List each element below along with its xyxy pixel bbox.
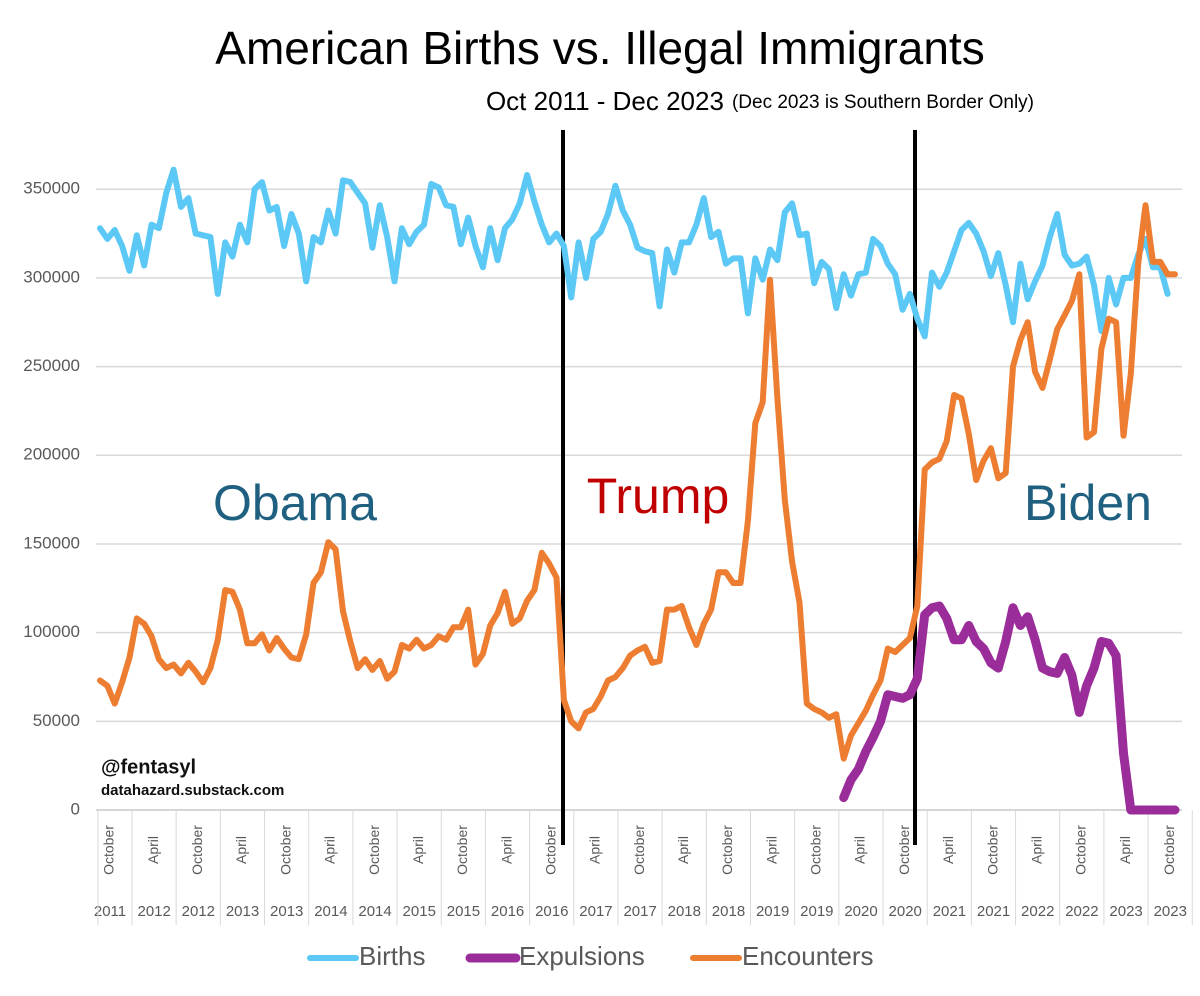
y-tick-label: 200000 <box>23 445 80 464</box>
plot-lines <box>97 166 1180 815</box>
annotation: Trump <box>587 468 730 524</box>
x-tick-label: October <box>454 825 470 875</box>
x-tick-label: October <box>542 825 558 875</box>
x-tick-label: October <box>984 825 1000 875</box>
grid: 0 50000 100000 150000 200000 250000 300000 3500… <box>23 179 1182 818</box>
annotation: Biden <box>1024 475 1152 531</box>
x-tick-label: October <box>189 825 205 875</box>
chart-subtitle: Oct 2011 - Dec 2023 (Dec 2023 is Southern… <box>486 86 1034 116</box>
x-year-label: 2013 <box>226 903 259 920</box>
x-tick-label: April <box>1028 836 1044 864</box>
x-tick-label: October <box>719 825 735 875</box>
x-tick-label: October <box>277 825 293 875</box>
x-year-label: 2015 <box>403 903 436 920</box>
y-tick-label: 0 <box>71 799 80 818</box>
x-year-label: 2018 <box>668 903 701 920</box>
x-year-label: 2021 <box>977 903 1010 920</box>
x-tick-label: April <box>233 836 249 864</box>
x-year-label: 2019 <box>756 903 789 920</box>
x-year-label: 2016 <box>491 903 524 920</box>
legend-label: Births <box>359 941 425 971</box>
x-year-label: 2014 <box>358 903 391 920</box>
x-year-label: 2013 <box>270 903 303 920</box>
x-tick-label: April <box>322 836 338 864</box>
x-year-label: 2012 <box>182 903 215 920</box>
x-tick-label: April <box>410 836 426 864</box>
x-tick-label: October <box>1073 825 1089 875</box>
x-tick-label: October <box>366 825 382 875</box>
y-tick-label: 250000 <box>23 356 80 375</box>
x-tick-label: April <box>675 836 691 864</box>
x-year-label: 2023 <box>1109 903 1142 920</box>
x-year-label: 2023 <box>1154 903 1187 920</box>
x-tick-label: April <box>498 836 514 864</box>
subtitle-main: Oct 2011 - Dec 2023 <box>486 86 724 116</box>
x-year-label: 2017 <box>623 903 656 920</box>
x-tick-label: April <box>587 836 603 864</box>
credit-url: datahazard.substack.com <box>101 782 284 799</box>
series-line <box>97 166 1171 340</box>
legend: Births Expulsions Encounters <box>307 941 874 971</box>
credit: @fentasyl <box>101 756 196 778</box>
x-tick-label: April <box>145 836 161 864</box>
x-tick-label: April <box>1117 836 1133 864</box>
y-tick-label: 50000 <box>33 711 80 730</box>
x-year-label: 2016 <box>535 903 568 920</box>
x-year-label: 2011 <box>94 903 126 920</box>
x-tick-label: April <box>763 836 779 864</box>
y-tick-label: 300000 <box>23 267 80 286</box>
chart-title: American Births vs. Illegal Immigrants <box>215 22 984 74</box>
x-year-label: 2020 <box>844 903 877 920</box>
x-year-label: 2012 <box>137 903 170 920</box>
x-year-label: 2015 <box>447 903 480 920</box>
series-line <box>839 601 1180 815</box>
y-tick-label: 100000 <box>23 622 80 641</box>
annotation: Obama <box>213 475 377 531</box>
x-year-label: 2022 <box>1021 903 1054 920</box>
x-year-label: 2017 <box>579 903 612 920</box>
x-tick-label: April <box>852 836 868 864</box>
legend-label: Expulsions <box>519 941 645 971</box>
x-tick-label: October <box>101 825 117 875</box>
x-tick-label: October <box>896 825 912 875</box>
x-tick-label: October <box>1161 825 1177 875</box>
series-line <box>97 202 1178 762</box>
x-year-label: 2022 <box>1065 903 1098 920</box>
subtitle-note: (Dec 2023 is Southern Border Only) <box>732 92 1034 113</box>
x-year-label: 2014 <box>314 903 347 920</box>
x-year-label: 2021 <box>933 903 966 920</box>
legend-label: Encounters <box>742 941 874 971</box>
x-tick-label: October <box>808 825 824 875</box>
x-year-label: 2020 <box>889 903 922 920</box>
x-tick-label: October <box>631 825 647 875</box>
y-tick-label: 350000 <box>23 179 80 198</box>
x-axis: October 2011 April 2012 October 2012 April 2013… <box>94 809 1193 925</box>
x-year-label: 2019 <box>800 903 833 920</box>
x-year-label: 2018 <box>712 903 745 920</box>
y-tick-label: 150000 <box>23 533 80 552</box>
x-tick-label: April <box>940 836 956 864</box>
